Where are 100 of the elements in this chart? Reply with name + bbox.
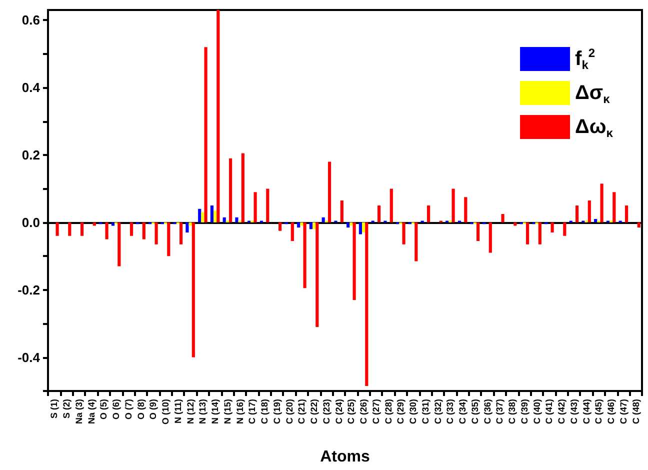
bar (526, 222, 530, 244)
bar (452, 188, 455, 222)
x-tick-label: C (23) (321, 399, 332, 424)
bar (594, 219, 598, 222)
bar (377, 206, 381, 222)
bar (358, 222, 362, 234)
x-tick-label: N (13) (198, 399, 208, 424)
bar (210, 206, 214, 222)
x-tick-label: C (25) (346, 399, 356, 424)
bar (198, 208, 202, 222)
x-tick-label: C (17) (247, 399, 258, 424)
bar (241, 153, 244, 222)
bar (92, 222, 96, 226)
bar (362, 222, 366, 233)
x-axis-title: Atoms (320, 448, 370, 466)
x-tick-label: C (35) (470, 399, 480, 424)
bar (352, 222, 356, 300)
x-tick-label: N (16) (234, 399, 245, 424)
bar (365, 222, 368, 386)
x-tick-label: O (6) (111, 399, 122, 420)
x-tick-label: C (48) (630, 399, 641, 424)
x-tick-label: C (26) (358, 399, 369, 424)
x-tick-label: C (22) (309, 399, 320, 424)
x-tick-label: C (43) (568, 399, 579, 424)
x-tick-label: N (11) (172, 399, 183, 424)
x-tick-label: C (19) (272, 399, 282, 424)
bar (346, 222, 350, 228)
x-tick-label: C (37) (494, 399, 505, 424)
bar (464, 197, 468, 222)
x-tick-label: C (29) (396, 399, 406, 424)
x-tick-label: C (44) (581, 399, 592, 424)
bar (222, 217, 226, 222)
bar (563, 222, 566, 236)
y-tick-label: 0.6 (22, 12, 40, 28)
bar (624, 206, 628, 222)
bar (600, 184, 604, 222)
bar (142, 222, 146, 240)
bar (186, 222, 189, 233)
bar (228, 158, 232, 222)
bar (402, 222, 406, 244)
x-tick-label: C (34) (458, 399, 468, 424)
x-tick-label: S (1) (49, 399, 60, 419)
bar (309, 222, 313, 230)
bar (192, 222, 195, 358)
x-tick-label: C (32) (432, 399, 443, 424)
bar (612, 192, 616, 222)
bar (118, 222, 121, 266)
bar (303, 222, 306, 288)
bar (501, 214, 504, 222)
x-tick-label: O (9) (148, 399, 158, 420)
bar (111, 222, 115, 226)
x-tick-label: C (28) (383, 399, 394, 424)
bar (214, 210, 217, 222)
x-tick-label: O (5) (98, 399, 109, 420)
x-tick-label: C (21) (296, 399, 307, 424)
bar (278, 222, 282, 231)
bar (312, 222, 316, 230)
y-tick-label: 0.0 (22, 214, 40, 230)
y-tick-label: 0.4 (22, 80, 41, 96)
bar (167, 222, 170, 256)
x-tick-label: N (15) (222, 399, 232, 424)
x-tick-label: C (47) (618, 399, 628, 424)
bar (290, 222, 294, 241)
bar (390, 188, 393, 222)
bar (56, 222, 59, 236)
bar (322, 217, 325, 222)
bar (328, 162, 332, 222)
bar (80, 222, 84, 236)
x-tick-label: C (41) (544, 399, 554, 424)
x-tick-label: C (45) (594, 399, 604, 424)
x-tick-label: O (7) (123, 399, 134, 420)
x-tick-label: C (24) (334, 399, 344, 424)
x-tick-label: C (39) (519, 399, 530, 424)
x-tick-label: C (20) (284, 399, 294, 424)
x-tick-label: Na (3) (74, 399, 84, 424)
bar (105, 222, 108, 240)
x-tick-label: C (46) (606, 399, 616, 424)
bar (179, 222, 183, 244)
bar (514, 222, 517, 226)
bar (414, 222, 418, 262)
bar (575, 206, 579, 222)
bar (204, 47, 208, 222)
y-tick-label: -0.4 (18, 350, 41, 365)
bar (130, 222, 134, 236)
x-tick-label: C (31) (420, 399, 430, 424)
bar (350, 222, 353, 226)
bar (201, 212, 204, 222)
bar (254, 192, 257, 222)
bar (488, 222, 492, 253)
x-tick-label: N (14) (210, 399, 220, 424)
x-tick-label: C (36) (482, 399, 492, 424)
bar (68, 222, 72, 236)
x-tick-label: C (27) (370, 399, 381, 424)
y-tick-label: -0.2 (18, 282, 40, 298)
bar (426, 206, 430, 222)
y-tick-label: 0.2 (22, 147, 40, 162)
bar (316, 222, 319, 327)
x-tick-label: C (33) (445, 399, 456, 424)
bar (550, 222, 554, 233)
x-tick-label: C (40) (532, 399, 542, 424)
